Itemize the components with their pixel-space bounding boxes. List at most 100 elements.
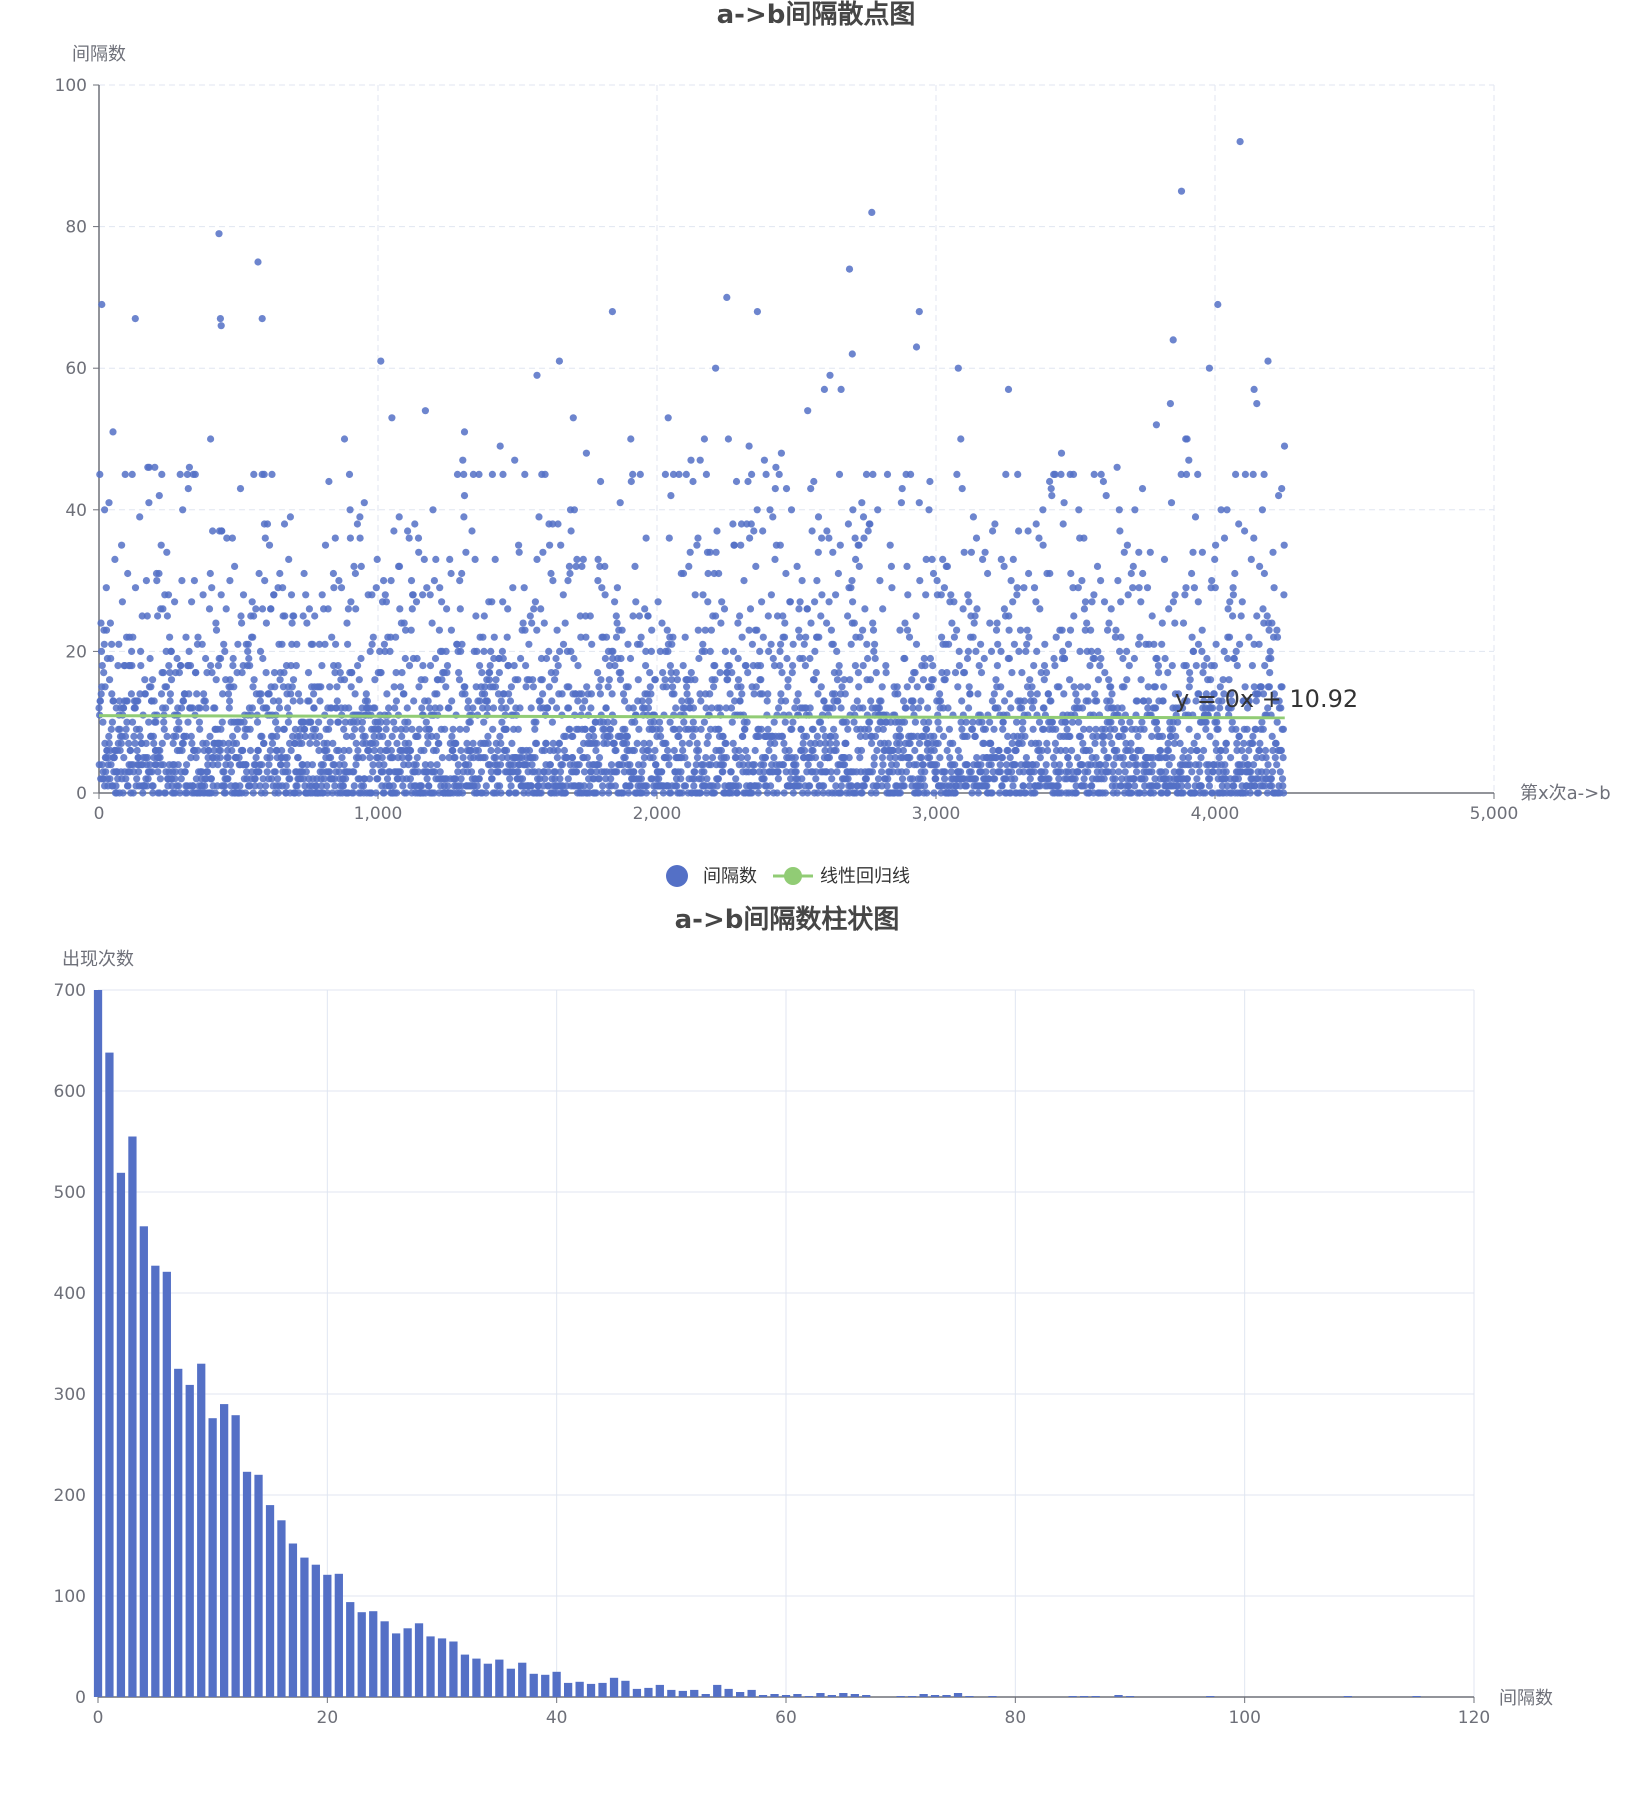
scatter-point xyxy=(1121,768,1129,776)
scatter-point xyxy=(487,647,495,656)
scatter-point xyxy=(448,732,456,741)
scatter-point xyxy=(310,704,318,712)
scatter-point xyxy=(1096,662,1104,670)
scatter-point xyxy=(261,534,269,542)
scatter-point xyxy=(1186,669,1194,677)
scatter-point xyxy=(1079,739,1087,748)
scatter-point xyxy=(1152,704,1160,712)
scatter-point xyxy=(361,775,369,783)
scatter-point xyxy=(255,768,263,776)
scatter-point xyxy=(1241,527,1249,535)
scatter-point xyxy=(1182,584,1190,592)
scatter-point xyxy=(992,626,1001,634)
scatter-point xyxy=(673,676,682,684)
scatter-point xyxy=(684,761,692,769)
scatter-point xyxy=(605,676,613,684)
legend-regression-label[interactable]: 线性回归线 xyxy=(820,866,910,887)
scatter-point xyxy=(826,739,834,748)
scatter-point xyxy=(1150,789,1158,797)
scatter-point xyxy=(330,761,338,769)
scatter-point xyxy=(776,541,784,549)
scatter-point xyxy=(520,584,528,592)
scatter-point xyxy=(846,676,854,684)
scatter-point xyxy=(895,725,904,733)
scatter-point xyxy=(541,746,549,755)
bar-mark xyxy=(254,1474,263,1697)
scatter-title: a->b间隔散点图 xyxy=(717,0,916,30)
scatter-point xyxy=(256,697,264,705)
scatter-point xyxy=(1039,541,1047,549)
scatter-point xyxy=(1072,690,1080,698)
scatter-point xyxy=(1154,662,1162,670)
scatter-point xyxy=(421,676,429,684)
scatter-point xyxy=(502,725,510,733)
scatter-point xyxy=(728,669,736,677)
scatter-point xyxy=(549,739,557,748)
scatter-point xyxy=(595,775,603,783)
scatter-point xyxy=(854,669,863,677)
scatter-point xyxy=(275,697,283,705)
scatter-point xyxy=(814,690,822,698)
scatter-point xyxy=(392,669,400,677)
scatter-point xyxy=(400,690,408,698)
scatter-point xyxy=(240,718,248,726)
scatter-point xyxy=(1054,782,1062,790)
scatter-point xyxy=(682,470,690,478)
scatter-point xyxy=(183,470,191,478)
legend-scatter-marker[interactable] xyxy=(666,865,688,887)
scatter-point xyxy=(561,789,570,797)
scatter-point xyxy=(833,768,841,776)
bar-mark xyxy=(128,1136,137,1697)
scatter-point xyxy=(125,739,133,748)
scatter-point xyxy=(188,739,196,748)
scatter-point xyxy=(679,569,688,578)
scatter-point xyxy=(1261,746,1270,755)
legend-scatter-label[interactable]: 间隔数 xyxy=(703,866,757,887)
scatter-point xyxy=(480,718,488,726)
scatter-point xyxy=(468,527,476,535)
scatter-point xyxy=(644,704,653,712)
scatter-point xyxy=(157,541,165,549)
scatter-point xyxy=(548,718,557,726)
scatter-point xyxy=(934,718,942,726)
bar-mark xyxy=(392,1633,401,1697)
scatter-legend[interactable]: 间隔数 线性回归线 xyxy=(666,865,910,887)
scatter-point xyxy=(318,782,326,790)
scatter-point xyxy=(277,761,285,769)
scatter-point xyxy=(990,690,998,698)
bar-mark xyxy=(311,1564,320,1697)
scatter-point xyxy=(532,739,541,748)
scatter-point xyxy=(279,584,287,592)
legend-regression-dot[interactable] xyxy=(784,867,802,885)
scatter-point xyxy=(1090,591,1098,599)
scatter-point xyxy=(203,669,211,677)
scatter-point xyxy=(1002,470,1010,478)
scatter-point xyxy=(930,746,938,755)
scatter-point xyxy=(947,591,955,599)
scatter-point xyxy=(912,640,921,648)
scatter-point xyxy=(204,761,212,769)
scatter-point xyxy=(1036,605,1044,613)
scatter-point xyxy=(1008,768,1016,776)
scatter-point xyxy=(748,470,756,478)
scatter-point xyxy=(998,754,1007,762)
scatter-point xyxy=(259,775,267,783)
bar-mark xyxy=(495,1659,504,1697)
scatter-point xyxy=(288,683,296,691)
scatter-point xyxy=(1138,718,1146,726)
scatter-point xyxy=(558,761,567,769)
scatter-point xyxy=(128,470,136,478)
scatter-point xyxy=(778,732,787,741)
scatter-point xyxy=(1228,718,1236,726)
scatter-point xyxy=(1077,683,1085,691)
scatter-point xyxy=(992,676,1000,684)
scatter-point xyxy=(1056,761,1064,769)
scatter-point xyxy=(864,654,872,663)
scatter-point xyxy=(1015,527,1023,535)
scatter-point xyxy=(321,541,330,549)
scatter-point xyxy=(313,739,321,748)
scatter-point xyxy=(970,619,978,627)
bar-mark xyxy=(1412,1696,1421,1697)
scatter-point xyxy=(487,768,495,776)
scatter-point xyxy=(1009,598,1017,606)
